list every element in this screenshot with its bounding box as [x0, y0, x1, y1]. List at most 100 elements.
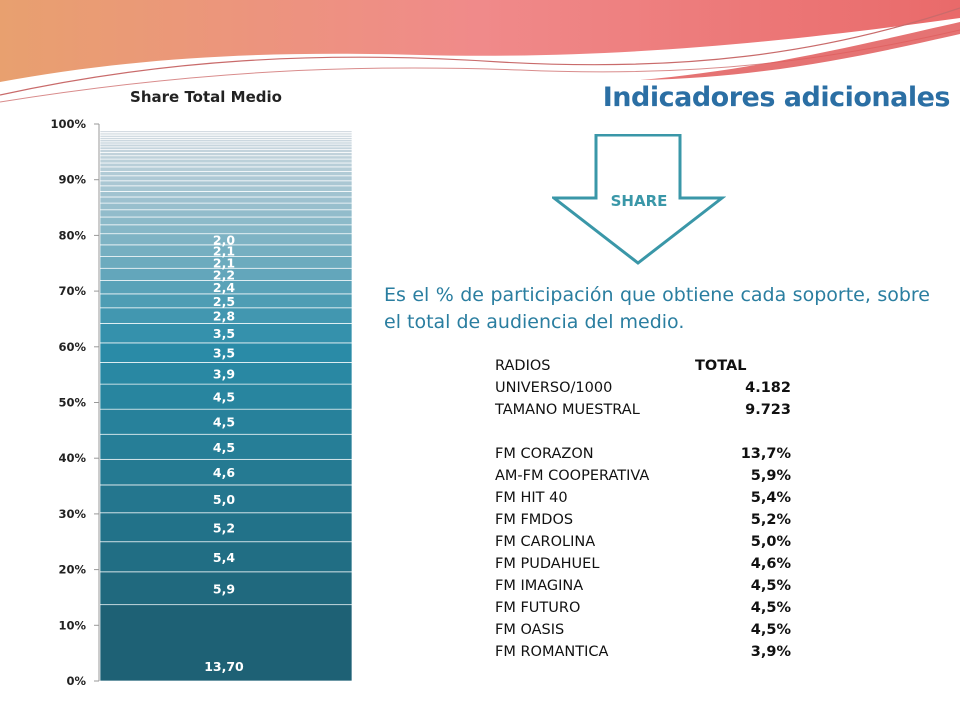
- bar-segment-label: 2,0: [213, 232, 235, 247]
- bar-segment: [99, 158, 353, 164]
- bar-segment: [99, 571, 353, 606]
- table-row: FM FUTURO 4,5%: [495, 597, 791, 619]
- bar-segment-label: 13,70: [204, 659, 244, 674]
- table-cell-label: FM OASIS: [495, 622, 565, 638]
- bar-segment-label: 4,5: [213, 390, 235, 405]
- table-spacer-row: [495, 421, 791, 443]
- bar-segment-label: 4,5: [213, 415, 235, 430]
- bar-segment: [99, 408, 353, 435]
- share-stacked-bar-chart: Share Total Medio 0% 10% 20% 30% 40% 50% 60% 70…: [50, 88, 353, 688]
- table-cell-value: 13,7%: [740, 446, 791, 462]
- bar-segment: [99, 146, 353, 150]
- table-cell-label: FM FMDOS: [495, 512, 574, 528]
- table-cell-label: FM FUTURO: [495, 600, 581, 616]
- table-row: FM IMAGINA 4,5%: [495, 575, 791, 597]
- y-tick-label: 10%: [58, 618, 86, 632]
- table-row: FM OASIS 4,5%: [495, 619, 791, 641]
- table-row: FM PUDAHUEL 4,6%: [495, 553, 791, 575]
- table-row: AM-FM COOPERATIVA 5,9%: [495, 465, 791, 487]
- bar-segment-label: 3,5: [213, 346, 235, 361]
- table-cell-label: FM IMAGINA: [495, 578, 584, 594]
- share-definition-text: Es el % de participación que obtiene cad…: [384, 284, 930, 333]
- header-decoration: [0, 0, 960, 103]
- y-tick-label: 50%: [58, 396, 86, 410]
- table-cell-value: 5,4%: [750, 490, 791, 506]
- bar-segment-labels: 13,70 5,9 5,4 5,2 5,0 4,6 4,5 4,5 4,5 3,9 3,5 3,5 2,…: [204, 232, 244, 674]
- table-cell-value: 4,5%: [750, 600, 791, 616]
- bar-segment-label: 2,1: [213, 244, 235, 259]
- bar-segment-label: 5,4: [213, 550, 235, 565]
- bar-segment-label: 2,4: [213, 280, 235, 295]
- table-cell-label: FM HIT 40: [495, 490, 568, 506]
- table-cell-label: TAMANO MUESTRAL: [495, 402, 640, 418]
- share-arrow-label: SHARE: [610, 192, 668, 210]
- bar-segment: [99, 185, 353, 192]
- y-tick-label: 0%: [66, 674, 86, 688]
- table-cell-label: FM ROMANTICA: [495, 644, 609, 660]
- table-cell-value: 9.723: [745, 402, 791, 418]
- bar-segment: [99, 512, 353, 543]
- y-tick-label: 70%: [58, 284, 86, 298]
- radio-share-table: RADIOS TOTAL UNIVERSO/1000 4.182 TAMANO MUES…: [495, 355, 791, 663]
- table-row: FM HIT 40 5,4%: [495, 487, 791, 509]
- bar-segment-label: 3,5: [213, 326, 235, 341]
- y-tick-label: 80%: [58, 228, 86, 242]
- table-cell-label: FM CORAZON: [495, 446, 594, 462]
- bar-segment-label: 5,2: [213, 520, 235, 535]
- y-tick-label: 100%: [50, 117, 86, 131]
- bar-segment: [99, 191, 353, 198]
- y-tick-label: 20%: [58, 563, 86, 577]
- bar-segment-label: 2,1: [213, 255, 235, 270]
- bar-segment: [99, 166, 353, 172]
- bar-segment: [99, 149, 353, 153]
- table-cell-value: 5,2%: [750, 512, 791, 528]
- y-axis: 0% 10% 20% 30% 40% 50% 60% 70% 80% 90% 100%: [50, 117, 100, 688]
- bar-segment-label: 3,9: [213, 366, 235, 381]
- bar-segment: [99, 143, 353, 148]
- table-header-row: RADIOS TOTAL: [495, 355, 791, 377]
- bar-segment-label: 2,2: [213, 267, 235, 282]
- bar-segment: [99, 209, 353, 218]
- bar-segments: [99, 130, 353, 682]
- bar-segment: [99, 196, 353, 204]
- bar-segment: [99, 180, 353, 187]
- table-cell-value: 4,5%: [750, 622, 791, 638]
- bar-segment-label: 4,6: [213, 465, 235, 480]
- table-row: FM ROMANTICA 3,9%: [495, 641, 791, 663]
- page-title: Indicadores adicionales: [602, 82, 951, 113]
- table-cell-value: 4,5%: [750, 578, 791, 594]
- chart-title: Share Total Medio: [130, 88, 282, 106]
- table-cell-value: TOTAL: [695, 358, 747, 374]
- header-curve-line: [0, 7, 960, 96]
- bar-segment: [99, 458, 353, 486]
- bar-segment: [99, 202, 353, 211]
- table-meta-row: TAMANO MUESTRAL 9.723: [495, 399, 791, 421]
- table-cell-value: 4,6%: [750, 556, 791, 572]
- table-row: FM CAROLINA 5,0%: [495, 531, 791, 553]
- bar-segment: [99, 152, 353, 157]
- bar-segment-label: 5,9: [213, 581, 235, 596]
- table-cell-value: 5,9%: [750, 468, 791, 484]
- bar-segment: [99, 541, 353, 573]
- y-tick-label: 60%: [58, 340, 86, 354]
- table-cell-label: FM PUDAHUEL: [495, 556, 600, 572]
- table-cell-value: 5,0%: [750, 534, 791, 550]
- table-cell-value: 3,9%: [750, 644, 791, 660]
- bar-segment-label: 4,5: [213, 440, 235, 455]
- y-tick-label: 30%: [58, 507, 86, 521]
- bar-segment: [99, 383, 353, 410]
- bar-segment-label: 2,5: [213, 294, 235, 309]
- table-cell-value: 4.182: [745, 380, 791, 396]
- table-row: FM FMDOS 5,2%: [495, 509, 791, 531]
- table-cell-label: AM-FM COOPERATIVA: [495, 468, 650, 484]
- bar-segment-label: 5,0: [213, 492, 235, 507]
- y-tick-label: 90%: [58, 173, 86, 187]
- table-cell-label: FM CAROLINA: [495, 534, 596, 550]
- bar-segment: [99, 175, 353, 182]
- table-meta-row: UNIVERSO/1000 4.182: [495, 377, 791, 399]
- y-tick-label: 40%: [58, 451, 86, 465]
- bar-segment: [99, 604, 353, 682]
- bar-segment: [99, 216, 353, 226]
- bar-segment-label: 2,8: [213, 309, 235, 324]
- bar-segment: [99, 170, 353, 177]
